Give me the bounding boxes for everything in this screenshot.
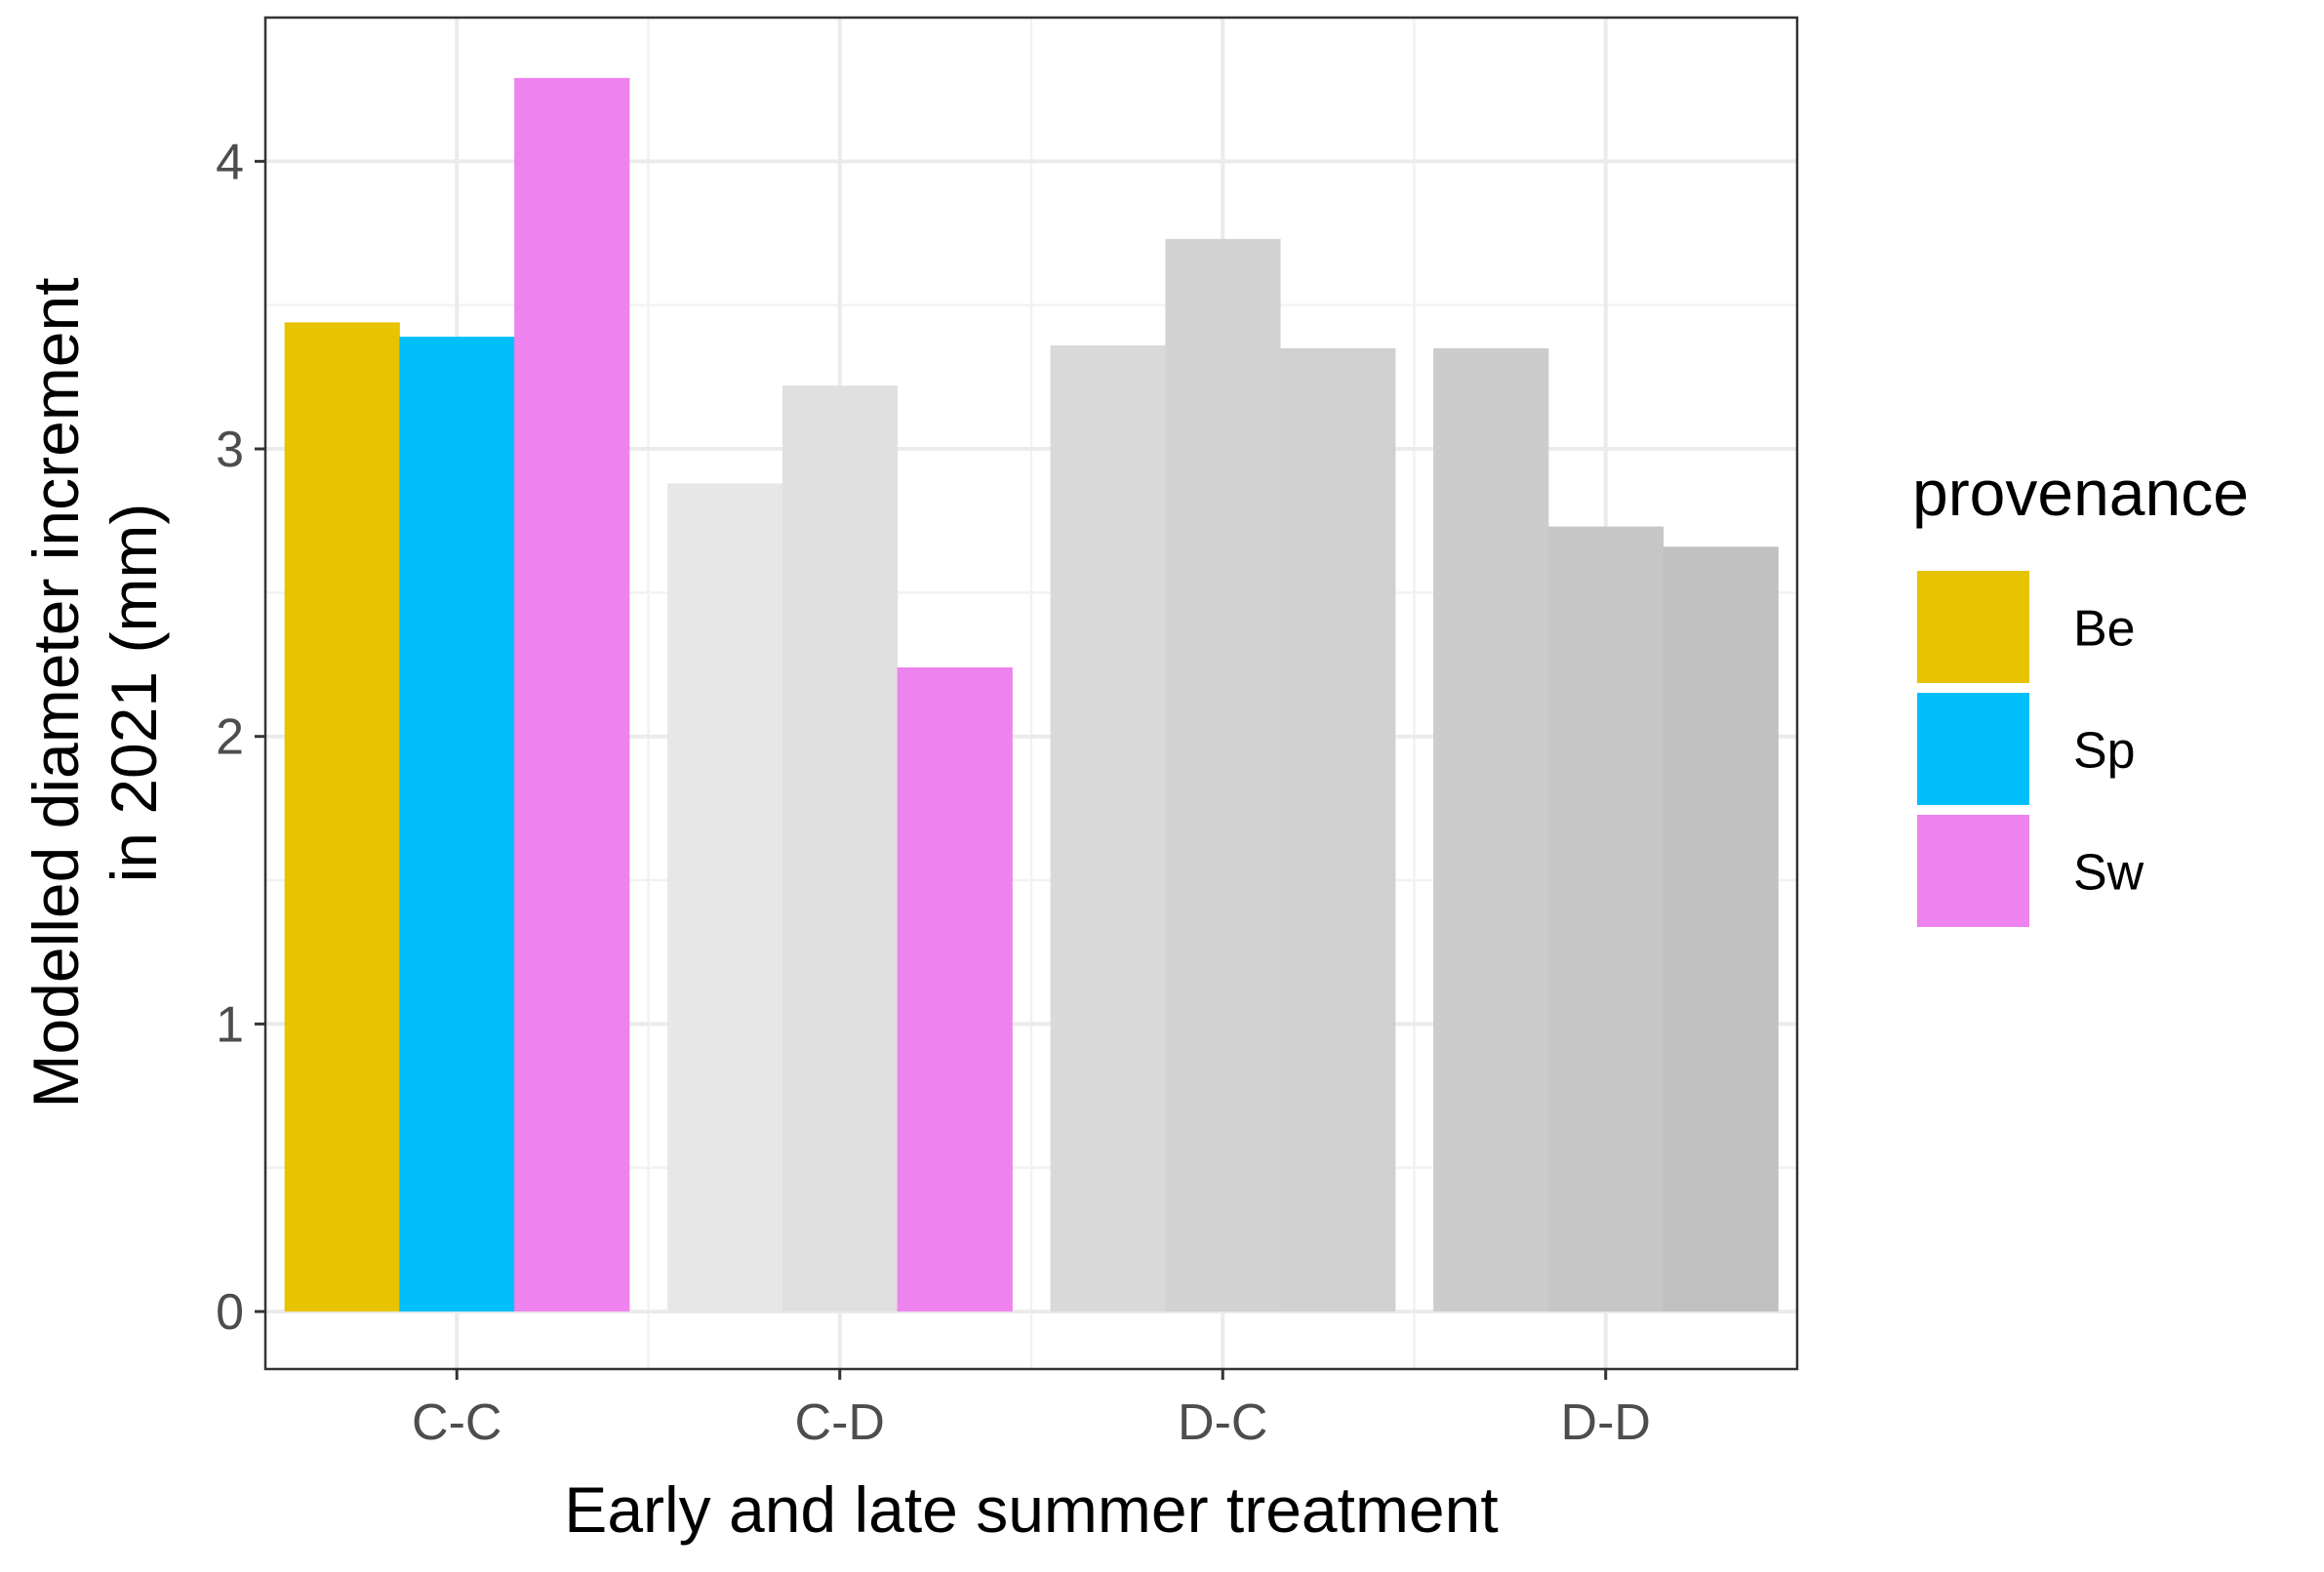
bar-d-d-sp bbox=[1547, 526, 1664, 1312]
plot-panel-border bbox=[263, 16, 1799, 1371]
x-tick-label: C-D bbox=[795, 1394, 885, 1451]
bar-c-c-be bbox=[284, 322, 400, 1312]
y-tick-label: 0 bbox=[216, 1284, 244, 1341]
legend: provenance Be Sp Sw bbox=[1912, 457, 2249, 927]
y-axis-title-line-2: in 2021 (mm) bbox=[98, 504, 170, 883]
y-tick-label: 2 bbox=[216, 709, 244, 766]
y-axis-title-line-1: Modelled diameter increment bbox=[20, 277, 92, 1108]
legend-label-sw: Sw bbox=[2073, 845, 2144, 902]
bar-c-d-sp bbox=[781, 385, 899, 1312]
x-tick-label: D-C bbox=[1178, 1394, 1267, 1451]
bar-d-c-sp bbox=[1165, 238, 1281, 1312]
x-tick-label: D-D bbox=[1561, 1394, 1651, 1451]
y-tick-label: 1 bbox=[216, 996, 244, 1053]
y-tick-label: 3 bbox=[216, 422, 244, 478]
bar-c-c-sp bbox=[399, 337, 515, 1312]
bar-d-d-sw bbox=[1663, 546, 1779, 1312]
bar-d-c-be bbox=[1050, 344, 1166, 1312]
x-tick-label: C-C bbox=[412, 1394, 501, 1451]
bar-c-c-sw bbox=[514, 77, 630, 1312]
legend-title: provenance bbox=[1912, 457, 2249, 529]
bar-c-d-sw bbox=[897, 666, 1013, 1312]
bar-d-c-sw bbox=[1280, 347, 1396, 1312]
y-axis-ticks: 0 1 2 3 4 bbox=[216, 134, 265, 1341]
bar-c-d-be bbox=[667, 483, 783, 1312]
bar-d-d-be bbox=[1433, 347, 1549, 1312]
legend-key-sp bbox=[1917, 693, 2029, 805]
x-axis-title: Early and late summer treatment bbox=[564, 1473, 1498, 1546]
x-axis-ticks: C-C C-D D-C D-D bbox=[412, 1369, 1651, 1451]
legend-key-sw bbox=[1917, 815, 2029, 927]
legend-label-be: Be bbox=[2073, 601, 2136, 658]
legend-label-sp: Sp bbox=[2073, 723, 2136, 780]
legend-key-be bbox=[1917, 571, 2029, 683]
bars-group bbox=[284, 77, 1779, 1312]
y-axis-title: Modelled diameter increment in 2021 (mm) bbox=[20, 277, 170, 1108]
legend-entries: Be Sp Sw bbox=[1917, 571, 2144, 927]
y-tick-label: 4 bbox=[216, 134, 244, 190]
